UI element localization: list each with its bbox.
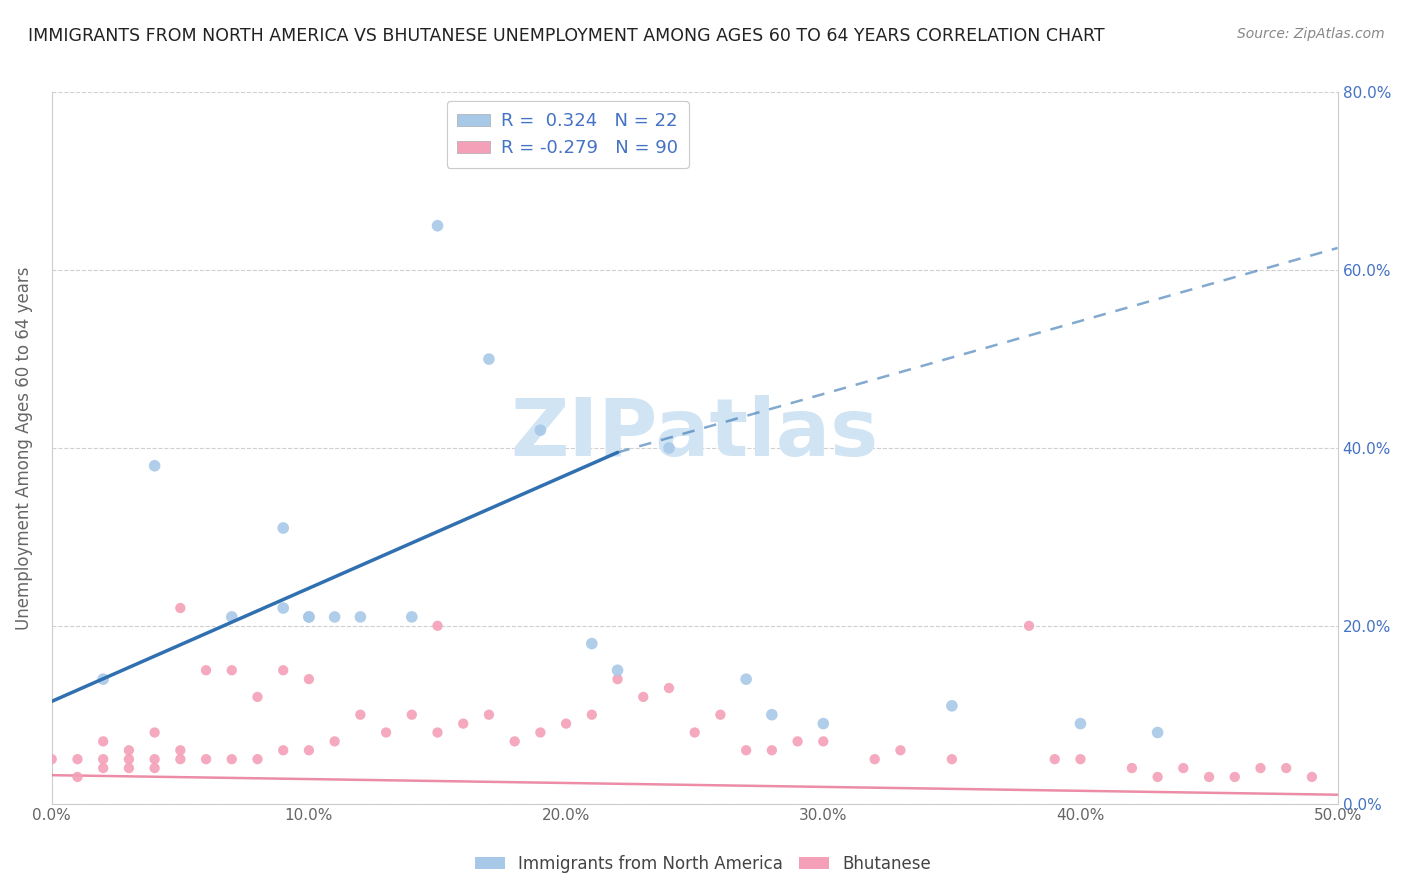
Y-axis label: Unemployment Among Ages 60 to 64 years: Unemployment Among Ages 60 to 64 years bbox=[15, 266, 32, 630]
Point bbox=[375, 725, 398, 739]
Point bbox=[1146, 770, 1168, 784]
Point bbox=[118, 743, 141, 757]
Point bbox=[529, 725, 551, 739]
Point bbox=[581, 637, 603, 651]
Point bbox=[91, 734, 114, 748]
Point bbox=[298, 672, 321, 686]
Point bbox=[143, 725, 166, 739]
Point bbox=[1223, 770, 1246, 784]
Point bbox=[66, 752, 89, 766]
Point bbox=[221, 610, 243, 624]
Point bbox=[91, 752, 114, 766]
Point bbox=[555, 716, 578, 731]
Point bbox=[298, 610, 321, 624]
Point bbox=[633, 690, 655, 704]
Point bbox=[169, 752, 191, 766]
Point bbox=[581, 707, 603, 722]
Point bbox=[169, 601, 191, 615]
Point bbox=[323, 610, 346, 624]
Point bbox=[1121, 761, 1143, 775]
Point bbox=[503, 734, 526, 748]
Point bbox=[1250, 761, 1272, 775]
Point bbox=[349, 707, 371, 722]
Point bbox=[66, 770, 89, 784]
Point bbox=[221, 752, 243, 766]
Point bbox=[1146, 725, 1168, 739]
Point bbox=[735, 672, 758, 686]
Legend: R =  0.324   N = 22, R = -0.279   N = 90: R = 0.324 N = 22, R = -0.279 N = 90 bbox=[447, 102, 689, 168]
Point bbox=[91, 761, 114, 775]
Point bbox=[426, 619, 449, 633]
Point bbox=[941, 752, 963, 766]
Point bbox=[451, 716, 474, 731]
Point bbox=[478, 707, 501, 722]
Point bbox=[323, 734, 346, 748]
Legend: Immigrants from North America, Bhutanese: Immigrants from North America, Bhutanese bbox=[468, 848, 938, 880]
Point bbox=[195, 663, 218, 677]
Point bbox=[298, 743, 321, 757]
Point bbox=[41, 752, 63, 766]
Point bbox=[863, 752, 886, 766]
Point bbox=[606, 663, 628, 677]
Point bbox=[1069, 752, 1091, 766]
Point bbox=[1069, 716, 1091, 731]
Point bbox=[761, 743, 783, 757]
Point bbox=[1173, 761, 1195, 775]
Point bbox=[169, 743, 191, 757]
Point bbox=[941, 698, 963, 713]
Point bbox=[1043, 752, 1066, 766]
Point bbox=[813, 716, 835, 731]
Point bbox=[91, 672, 114, 686]
Point bbox=[143, 458, 166, 473]
Point bbox=[1018, 619, 1040, 633]
Point bbox=[478, 352, 501, 367]
Point bbox=[401, 610, 423, 624]
Point bbox=[1198, 770, 1220, 784]
Point bbox=[529, 423, 551, 437]
Point bbox=[298, 610, 321, 624]
Point bbox=[761, 707, 783, 722]
Point bbox=[658, 441, 681, 455]
Point bbox=[606, 672, 628, 686]
Point bbox=[1275, 761, 1298, 775]
Text: IMMIGRANTS FROM NORTH AMERICA VS BHUTANESE UNEMPLOYMENT AMONG AGES 60 TO 64 YEAR: IMMIGRANTS FROM NORTH AMERICA VS BHUTANE… bbox=[28, 27, 1105, 45]
Text: Source: ZipAtlas.com: Source: ZipAtlas.com bbox=[1237, 27, 1385, 41]
Point bbox=[401, 707, 423, 722]
Point bbox=[118, 752, 141, 766]
Point bbox=[118, 761, 141, 775]
Point bbox=[426, 219, 449, 233]
Point bbox=[813, 734, 835, 748]
Point bbox=[709, 707, 731, 722]
Point bbox=[1301, 770, 1323, 784]
Point bbox=[246, 752, 269, 766]
Point bbox=[271, 521, 294, 535]
Point bbox=[271, 743, 294, 757]
Point bbox=[143, 752, 166, 766]
Point bbox=[246, 690, 269, 704]
Text: ZIPatlas: ZIPatlas bbox=[510, 395, 879, 473]
Point bbox=[889, 743, 911, 757]
Point bbox=[143, 761, 166, 775]
Point bbox=[195, 752, 218, 766]
Point bbox=[221, 663, 243, 677]
Point bbox=[271, 663, 294, 677]
Point bbox=[683, 725, 706, 739]
Point bbox=[658, 681, 681, 695]
Point bbox=[271, 601, 294, 615]
Point bbox=[786, 734, 808, 748]
Point bbox=[426, 725, 449, 739]
Point bbox=[349, 610, 371, 624]
Point bbox=[735, 743, 758, 757]
